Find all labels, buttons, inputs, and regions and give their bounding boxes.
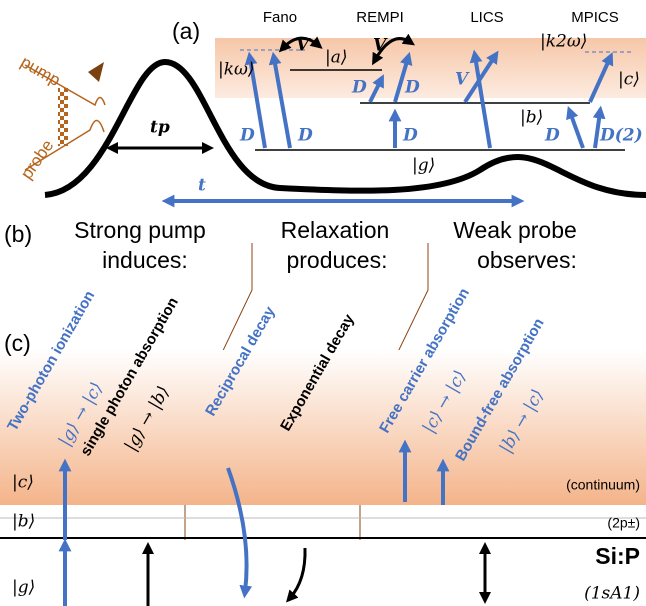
label: V: [373, 36, 388, 56]
label: |k2ω⟩: [540, 32, 587, 52]
label: D: [402, 126, 418, 146]
label: (continuum): [566, 477, 640, 493]
label: (1sA1): [584, 584, 640, 604]
couplings: V V V: [296, 36, 470, 90]
levels-a: [255, 69, 625, 151]
label: induces:: [102, 247, 188, 273]
label: |g⟩: [12, 578, 35, 598]
probe-label: probe: [17, 136, 58, 183]
label: Si:P: [595, 543, 640, 569]
t-label: t: [198, 176, 206, 196]
label: D(2): [599, 126, 643, 146]
kets-a: |kω⟩ |a⟩ |k2ω⟩ |c⟩ |b⟩ |g⟩: [218, 32, 640, 176]
label: REMPI: [356, 9, 404, 26]
label: |g⟩: [412, 156, 435, 176]
tp-label: tp: [150, 118, 170, 138]
label: |c⟩: [618, 70, 640, 90]
level-labels: |c⟩ |b⟩ |g⟩ (continuum) (2p±) (1sA1) Si:…: [12, 473, 640, 604]
label: D: [239, 126, 255, 146]
label: LICS: [470, 9, 503, 26]
label: V: [455, 70, 470, 90]
process-arrows: [58, 439, 450, 606]
dipole-arrows: [244, 49, 614, 149]
label: Fano: [263, 9, 297, 26]
label: Relaxation: [281, 217, 390, 243]
process-arrows-black: [142, 542, 491, 606]
detector: [88, 62, 104, 82]
label: |kω⟩: [218, 60, 255, 80]
label: |b⟩: [12, 512, 35, 532]
label: V: [296, 36, 311, 56]
continuum-band: [0, 350, 646, 505]
coupling: [372, 33, 415, 66]
label: |b⟩: [520, 108, 543, 128]
label: |c⟩: [12, 473, 34, 493]
label: D: [297, 126, 313, 146]
sample: [58, 88, 68, 146]
label: D: [351, 78, 367, 98]
label: D: [404, 78, 420, 98]
panel-label: (c): [4, 330, 31, 356]
label: Weak probe: [453, 217, 577, 243]
dashed-levels: [240, 49, 632, 53]
coupling: [278, 36, 323, 53]
label: MPICS: [571, 9, 619, 26]
pulse: [44, 58, 646, 198]
dipoles: D D D D D D D(2): [239, 78, 643, 146]
label: |a⟩: [325, 48, 348, 68]
scheme-labels: Fano REMPI LICS MPICS: [263, 9, 619, 26]
label: observes:: [477, 247, 577, 273]
panel-label: (a): [172, 18, 200, 44]
pump-label: pump: [17, 52, 63, 90]
label: (2p±): [607, 515, 640, 531]
beams: [24, 64, 106, 171]
label: D: [544, 126, 560, 146]
label: Strong pump: [74, 217, 206, 243]
panel-label: (b): [4, 221, 32, 247]
label: produces:: [286, 247, 387, 273]
